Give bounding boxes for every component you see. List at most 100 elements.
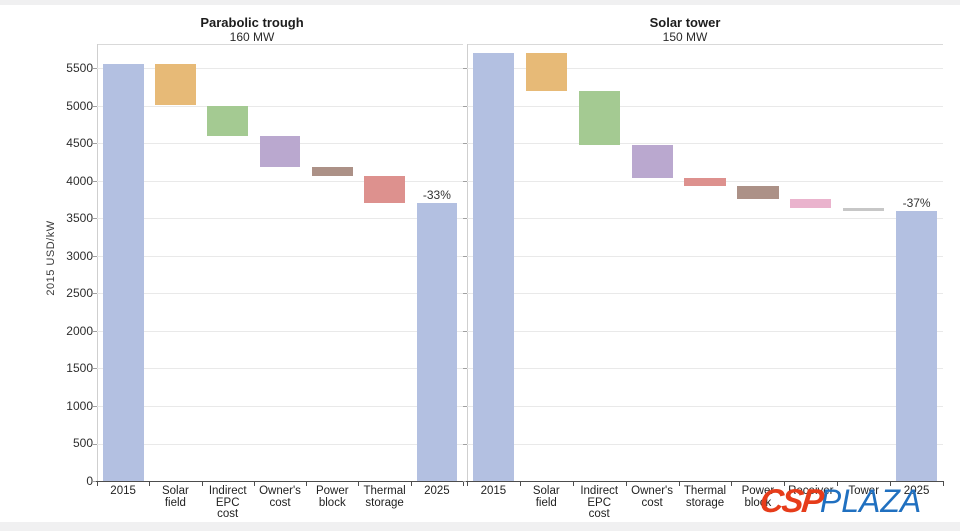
y-axis-tick bbox=[93, 405, 97, 407]
waterfall-bar-2015 bbox=[472, 53, 515, 481]
y-axis-tick bbox=[463, 330, 467, 332]
gridline bbox=[97, 405, 463, 407]
waterfall-bar-owners-cost bbox=[259, 135, 301, 168]
left-chart-subtitle: 160 MW bbox=[229, 30, 275, 44]
gridline bbox=[97, 293, 463, 295]
y-axis-tick bbox=[93, 143, 97, 145]
x-axis-tick bbox=[890, 482, 892, 486]
waterfall-bar-indirect-epc bbox=[578, 90, 620, 145]
y-axis-tick bbox=[93, 368, 97, 370]
waterfall-bar-indirect-epc bbox=[207, 105, 249, 136]
waterfall-bar-2025 bbox=[895, 210, 938, 481]
gridline bbox=[97, 218, 463, 220]
gridline bbox=[97, 443, 463, 445]
y-axis-tick bbox=[463, 443, 467, 445]
panel-top-border bbox=[467, 44, 943, 45]
x-axis-line bbox=[466, 481, 944, 482]
y-axis-tick bbox=[93, 443, 97, 445]
plaza-logo-text: PLAZA bbox=[819, 483, 922, 519]
gridline bbox=[97, 180, 463, 182]
x-category-label-indirect-epc: Indirect EPC cost bbox=[208, 485, 247, 520]
waterfall-bar-thermal-storage bbox=[684, 178, 726, 186]
right-chart-title: Solar tower bbox=[649, 15, 721, 30]
x-category-label-thermal-storage: Thermal storage bbox=[363, 485, 406, 509]
y-axis-tick bbox=[463, 218, 467, 220]
x-axis-tick bbox=[149, 482, 151, 486]
waterfall-bar-power-block bbox=[737, 185, 779, 199]
x-axis-tick bbox=[678, 482, 680, 486]
y-tick-label: 500 bbox=[72, 436, 93, 451]
y-tick-label: 5500 bbox=[66, 61, 93, 75]
y-tick-label: 4500 bbox=[66, 136, 93, 151]
y-axis-tick bbox=[463, 68, 467, 69]
gridline bbox=[97, 368, 463, 370]
x-category-label-2025: 2025 bbox=[424, 485, 450, 497]
reduction-annotation: -33% bbox=[422, 188, 451, 203]
gridline bbox=[97, 330, 463, 332]
y-axis-tick bbox=[93, 481, 97, 482]
reduction-annotation: -37% bbox=[902, 195, 931, 210]
x-category-label-2025: 2025 bbox=[903, 485, 930, 497]
x-axis-tick bbox=[97, 482, 98, 486]
x-axis-tick bbox=[784, 482, 786, 486]
x-category-label-owners-cost: Owner's cost bbox=[259, 485, 301, 509]
x-category-label-solar-field: Solar field bbox=[161, 485, 189, 509]
x-axis-tick bbox=[306, 482, 308, 486]
x-category-label-indirect-epc: Indirect EPC cost bbox=[580, 485, 619, 520]
waterfall-bar-receiver bbox=[790, 198, 832, 209]
x-axis-tick bbox=[463, 482, 464, 486]
y-axis-tick bbox=[93, 330, 97, 332]
waterfall-bar-solar-field bbox=[525, 53, 567, 91]
y-axis-tick bbox=[93, 255, 97, 257]
x-category-label-power-block: Power block bbox=[315, 485, 349, 509]
y-tick-label: 0 bbox=[86, 474, 93, 488]
x-axis-tick bbox=[519, 482, 521, 486]
x-category-label-solar-field: Solar field bbox=[532, 485, 560, 509]
top-margin-strip bbox=[0, 0, 960, 5]
x-category-label-2015: 2015 bbox=[480, 485, 507, 497]
y-tick-label: 3000 bbox=[66, 248, 93, 263]
x-category-label-2015: 2015 bbox=[110, 485, 136, 497]
gridline bbox=[467, 330, 943, 332]
gridline bbox=[467, 143, 943, 145]
x-category-label-power-block: Power block bbox=[741, 485, 775, 509]
y-tick-label: 2500 bbox=[66, 286, 93, 301]
bottom-margin-strip bbox=[0, 522, 960, 531]
gridline bbox=[467, 443, 943, 445]
waterfall-bar-power-block bbox=[311, 167, 353, 177]
csp-logo-text: CSP bbox=[758, 482, 824, 519]
right-chart-subtitle: 150 MW bbox=[662, 30, 708, 44]
gridline bbox=[467, 368, 943, 370]
y-axis-tick bbox=[463, 105, 467, 107]
panel-left-edge bbox=[467, 44, 468, 481]
waterfall-bar-thermal-storage bbox=[364, 176, 405, 204]
y-tick-label: 1500 bbox=[66, 361, 93, 376]
gridline bbox=[97, 68, 463, 69]
y-axis-tick bbox=[93, 293, 97, 295]
waterfall-bar-owners-cost bbox=[631, 144, 673, 179]
y-axis-tick bbox=[463, 255, 467, 257]
x-axis-tick bbox=[943, 482, 944, 486]
y-tick-label: 5000 bbox=[66, 98, 93, 113]
x-category-label-thermal-storage: Thermal storage bbox=[683, 485, 727, 509]
x-axis-tick bbox=[467, 482, 468, 486]
x-axis-tick bbox=[410, 482, 412, 486]
gridline bbox=[467, 218, 943, 220]
y-axis-tick bbox=[93, 218, 97, 220]
y-axis-tick bbox=[463, 180, 467, 182]
x-axis-tick bbox=[837, 482, 839, 486]
y-axis-tick bbox=[463, 293, 467, 295]
gridline bbox=[467, 105, 943, 107]
y-axis-tick bbox=[93, 180, 97, 182]
x-axis-tick bbox=[572, 482, 574, 486]
x-axis-tick bbox=[253, 482, 255, 486]
panel-left-edge bbox=[97, 44, 98, 481]
gridline bbox=[467, 405, 943, 407]
y-tick-label: 2000 bbox=[66, 323, 93, 338]
x-axis-tick bbox=[731, 482, 733, 486]
y-axis-tick bbox=[463, 405, 467, 407]
y-tick-label: 3500 bbox=[66, 211, 93, 226]
waterfall-bar-2015 bbox=[102, 64, 144, 481]
x-axis-tick bbox=[358, 482, 360, 486]
